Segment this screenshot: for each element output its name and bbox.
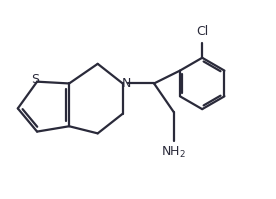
Text: Cl: Cl <box>196 25 208 38</box>
Text: S: S <box>31 73 39 86</box>
Text: N: N <box>121 77 131 90</box>
Text: NH$_2$: NH$_2$ <box>161 145 186 160</box>
